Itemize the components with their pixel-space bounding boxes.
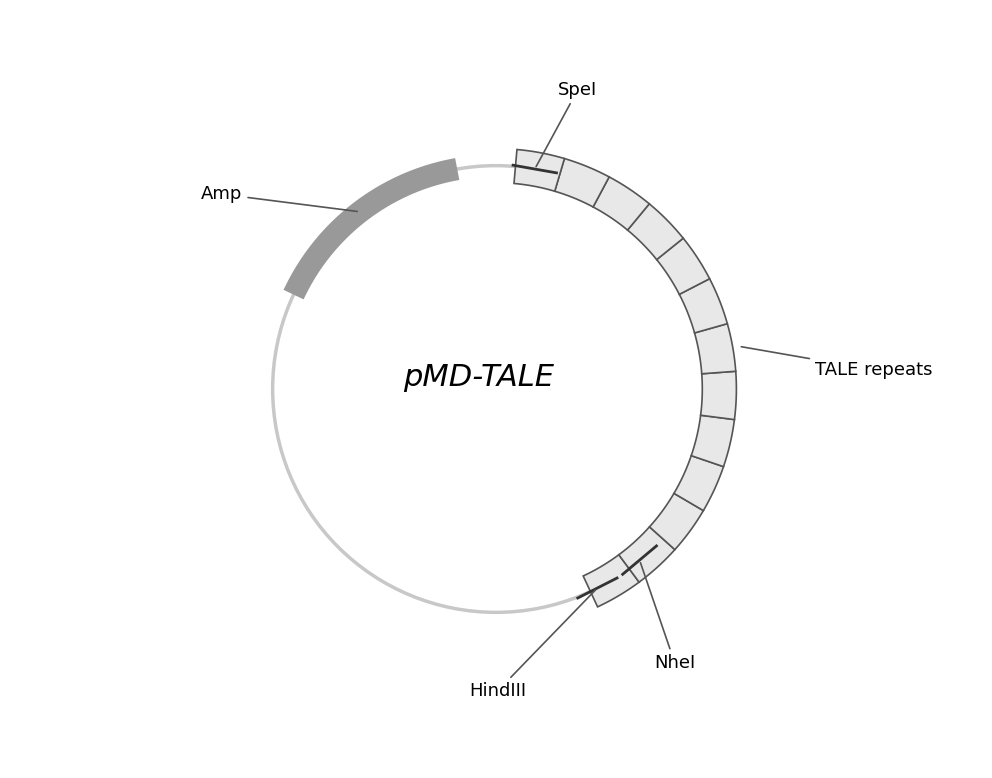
Text: SpeI: SpeI xyxy=(536,80,597,166)
Text: TALE repeats: TALE repeats xyxy=(741,347,932,379)
Polygon shape xyxy=(650,493,703,549)
Text: pMD-TALE: pMD-TALE xyxy=(403,363,554,392)
Polygon shape xyxy=(628,204,683,260)
Text: HindIII: HindIII xyxy=(469,590,595,700)
Polygon shape xyxy=(514,149,564,191)
Polygon shape xyxy=(583,555,639,607)
Polygon shape xyxy=(555,159,609,207)
Polygon shape xyxy=(700,371,736,419)
Polygon shape xyxy=(680,279,727,333)
Polygon shape xyxy=(694,324,736,373)
Polygon shape xyxy=(593,177,650,230)
Polygon shape xyxy=(619,527,675,582)
Polygon shape xyxy=(691,415,734,467)
Text: Amp: Amp xyxy=(201,185,357,212)
Polygon shape xyxy=(657,238,709,294)
Text: NheI: NheI xyxy=(641,562,695,672)
Polygon shape xyxy=(674,456,723,510)
